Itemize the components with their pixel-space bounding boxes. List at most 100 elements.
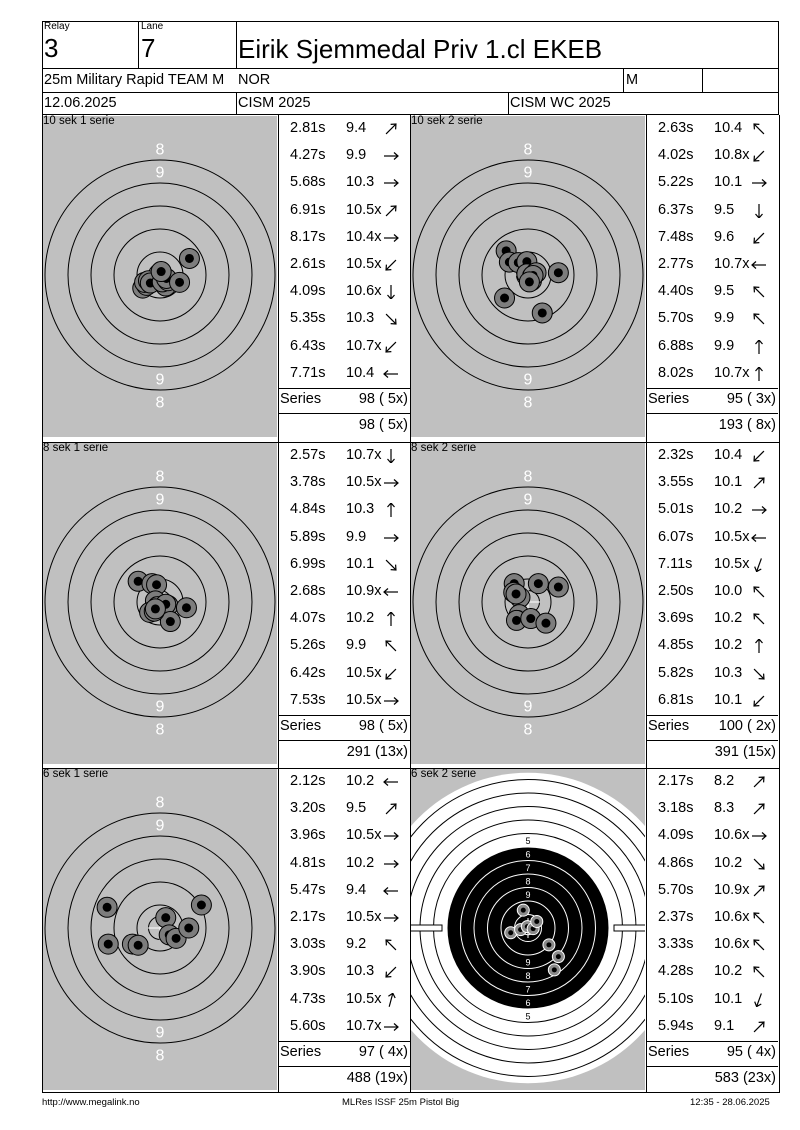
direction-arrow-icon <box>382 258 400 276</box>
shot-score: 8.3 <box>714 800 735 817</box>
ring-number: 9 <box>156 372 165 389</box>
shot-score: 10.2 <box>346 773 375 789</box>
gender: M <box>626 72 639 88</box>
shot-time: 6.43s <box>290 337 326 354</box>
shot-time: 6.99s <box>290 555 326 572</box>
shot-time: 4.85s <box>658 637 694 654</box>
shot-time: 6.81s <box>658 691 694 708</box>
shot-time: 3.90s <box>290 963 326 980</box>
shot-time: 5.60s <box>290 1017 326 1034</box>
series-label: Series <box>280 718 322 734</box>
series-score: 95 ( 3x) <box>726 391 776 407</box>
running-total: 488 (19x) <box>346 1070 408 1086</box>
direction-arrow-icon <box>750 122 768 140</box>
shot-score: 10.2 <box>714 963 743 980</box>
direction-arrow-icon <box>382 694 400 712</box>
footer-url[interactable]: http://www.megalink.no <box>42 1097 140 1108</box>
shot-row: 4.02s 10.8x <box>646 145 776 172</box>
target-1: 9 9 8 8 <box>43 116 277 437</box>
shot-row: 5.70s 10.9x <box>646 880 776 907</box>
shot-score: 10.1 <box>714 474 743 491</box>
direction-arrow-icon <box>382 231 400 249</box>
shot-row: 4.09s 10.6x <box>278 281 408 308</box>
shot-time: 5.82s <box>658 664 694 681</box>
svg-text:6: 6 <box>525 849 530 859</box>
shot-time: 5.22s <box>658 174 694 191</box>
direction-arrow-icon <box>750 667 768 685</box>
shot-score: 9.5 <box>714 283 735 300</box>
target-svg: 9 9 8 8 <box>44 469 276 739</box>
direction-arrow-icon <box>750 258 768 276</box>
shot-time: 6.07s <box>658 528 694 545</box>
shot-row: 3.55s 10.1 <box>646 472 776 499</box>
ring-number: 9 <box>156 818 165 835</box>
shot-score: 10.4 <box>714 447 743 463</box>
direction-arrow-icon <box>750 365 768 385</box>
direction-arrow-icon <box>382 558 400 576</box>
series-score: 97 ( 4x) <box>358 1044 408 1060</box>
series-title: 6 sek 2 serie <box>411 768 477 780</box>
shot-time: 8.02s <box>658 364 694 381</box>
shot-score: 10.1 <box>714 990 743 1007</box>
shot-time: 2.17s <box>290 909 326 925</box>
direction-arrow-icon <box>750 775 768 793</box>
shot-row: 3.18s 8.3 <box>646 798 776 825</box>
shot-row: 2.77s 10.7x <box>646 254 776 281</box>
shot-row: 2.37s 10.6x <box>646 907 776 934</box>
target-svg: 9 9 8 8 <box>412 469 644 739</box>
ring-number: 9 <box>524 372 533 389</box>
direction-arrow-icon <box>382 829 400 847</box>
shot-row: 3.96s 10.5x <box>278 825 408 852</box>
shot-time: 4.81s <box>290 854 326 871</box>
direction-arrow-icon <box>750 802 768 820</box>
direction-arrow-icon <box>750 1020 768 1038</box>
series-label: Series <box>280 391 322 407</box>
shot-time: 5.10s <box>658 990 694 1007</box>
series-label: Series <box>280 1044 322 1060</box>
shot-time: 2.32s <box>658 447 694 463</box>
direction-arrow-icon <box>750 558 768 576</box>
shot-row: 2.17s 10.5x <box>278 907 408 934</box>
series-title: 6 sek 1 serie <box>43 768 109 780</box>
shot-row: 2.61s 10.5x <box>278 254 408 281</box>
series-title: 10 sek 2 serie <box>411 115 483 127</box>
shot-time: 3.96s <box>290 827 326 844</box>
shot-time: 4.02s <box>658 147 694 164</box>
direction-arrow-icon <box>750 285 768 303</box>
shot-row: 8.17s 10.4x <box>278 227 408 254</box>
svg-text:7: 7 <box>525 863 530 873</box>
direction-arrow-icon <box>382 639 400 657</box>
shot-time: 4.86s <box>658 854 694 871</box>
shot-time: 2.12s <box>290 773 326 789</box>
shot-row: 2.68s 10.9x <box>278 581 408 608</box>
shot-row: 4.81s 10.2 <box>278 853 408 880</box>
series-title: 8 sek 2 serie <box>411 442 477 454</box>
match-name: CISM WC 2025 <box>510 95 611 111</box>
ring-number: 9 <box>156 1025 165 1042</box>
shot-row: 6.88s 9.9 <box>646 336 776 363</box>
shot-score: 10.4x <box>346 228 382 245</box>
direction-arrow-icon <box>382 611 400 630</box>
shot-time: 4.09s <box>290 283 326 300</box>
shot-time: 6.42s <box>290 664 326 681</box>
ring-number: 8 <box>156 142 165 159</box>
shot-time: 4.40s <box>658 283 694 300</box>
direction-arrow-icon <box>750 612 768 630</box>
shot-score: 10.5x <box>346 990 382 1007</box>
svg-text:9: 9 <box>525 890 530 900</box>
shot-row: 5.01s 10.2 <box>646 499 776 526</box>
shot-score: 10.3 <box>346 310 375 327</box>
shot-row: 4.27s 9.9 <box>278 145 408 172</box>
direction-arrow-icon <box>750 231 768 249</box>
shot-time: 2.37s <box>658 909 694 925</box>
shot-row: 2.63s 10.4 <box>646 118 776 145</box>
shot-score: 9.9 <box>346 637 367 654</box>
direction-arrow-icon <box>750 476 768 494</box>
shot-row: 4.09s 10.6x <box>646 825 776 852</box>
direction-arrow-icon <box>750 638 768 657</box>
shot-row: 2.50s 10.0 <box>646 581 776 608</box>
target-3: 9 9 8 8 <box>43 443 277 764</box>
ring-number: 8 <box>524 142 533 159</box>
shot-row: 5.35s 10.3 <box>278 308 408 335</box>
shot-time: 4.27s <box>290 147 326 164</box>
